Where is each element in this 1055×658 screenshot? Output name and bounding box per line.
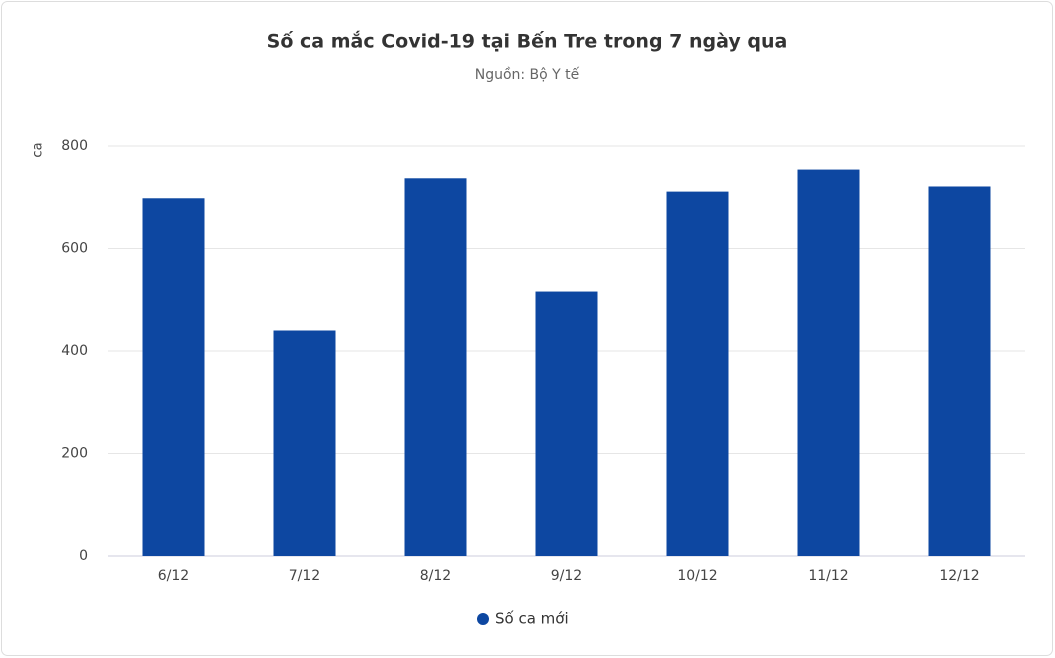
bar bbox=[404, 178, 467, 556]
chart-title: Số ca mắc Covid-19 tại Bến Tre trong 7 n… bbox=[267, 30, 788, 53]
y-axis-label: ca bbox=[31, 142, 46, 157]
x-tick-label: 10/12 bbox=[677, 568, 717, 584]
bar bbox=[273, 330, 336, 556]
legend-marker bbox=[477, 613, 489, 625]
x-tick-label: 12/12 bbox=[939, 568, 979, 584]
y-tick-label: 0 bbox=[79, 548, 88, 564]
y-tick-label: 800 bbox=[61, 138, 88, 154]
y-tick-label: 200 bbox=[61, 446, 88, 462]
legend-label: Số ca mới bbox=[495, 610, 569, 628]
bar bbox=[928, 186, 991, 557]
x-tick-label: 11/12 bbox=[808, 568, 848, 584]
y-tick-label: 600 bbox=[61, 241, 88, 257]
x-tick-label: 6/12 bbox=[158, 568, 189, 584]
y-tick-label: 400 bbox=[61, 343, 88, 359]
bar bbox=[142, 198, 205, 556]
x-tick-label: 8/12 bbox=[420, 568, 451, 584]
x-tick-label: 9/12 bbox=[551, 568, 582, 584]
x-tick-label: 7/12 bbox=[289, 568, 320, 584]
bar bbox=[666, 191, 729, 557]
chart-subtitle: Nguồn: Bộ Y tế bbox=[475, 66, 580, 83]
bar bbox=[535, 291, 598, 556]
bar bbox=[797, 169, 860, 556]
